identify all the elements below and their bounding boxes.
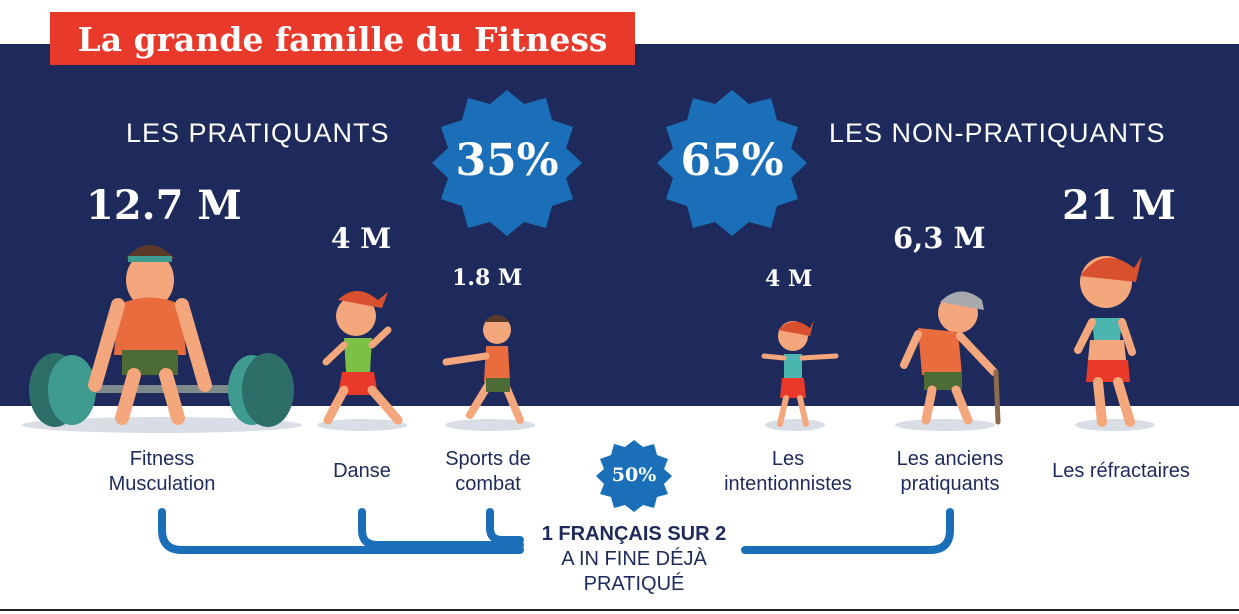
count-fitness: 12.7 M <box>86 182 242 229</box>
label-combat-line1: Sports de <box>445 448 531 470</box>
half-percent-badge: 50% <box>611 464 657 486</box>
label-intentionnistes-line1: Les <box>771 448 805 470</box>
bracket-lines <box>158 508 954 554</box>
count-danse: 4 M <box>331 222 392 255</box>
bottom-line-3: PRATIQUÉ <box>583 573 685 595</box>
label-refractaires: Les réfractaires <box>1036 459 1206 484</box>
dancer-figure <box>322 291 403 425</box>
title-background <box>50 12 635 65</box>
label-intentionnistes: Les intentionnistes <box>708 447 868 497</box>
weightlifter-figure <box>29 245 294 427</box>
badge-35-shape <box>432 90 582 236</box>
bottom-divider <box>0 609 1239 611</box>
count-combat: 1.8 M <box>452 265 523 291</box>
boxer-figure <box>442 315 524 424</box>
label-fitness-line1: Fitness <box>129 448 195 470</box>
reluctant-figure <box>1074 256 1142 427</box>
non-practitioners-heading: LES NON-PRATIQUANTS <box>829 118 1166 148</box>
label-combat: Sports de combat <box>428 447 548 497</box>
small-figure <box>761 320 839 427</box>
label-danse: Danse <box>312 459 412 484</box>
label-danse-line1: Danse <box>333 460 391 482</box>
label-intentionnistes-line2: intentionnistes <box>724 473 852 495</box>
count-anciens: 6,3 M <box>893 221 986 255</box>
badge-50-shape <box>596 440 672 512</box>
label-anciens: Les anciens pratiquants <box>880 447 1020 497</box>
floor-shadows <box>22 417 1155 433</box>
count-intentionnistes: 4 M <box>765 266 813 292</box>
non-practitioners-percent: 65% <box>680 135 784 186</box>
elderly-figure <box>900 291 1001 425</box>
label-anciens-line2: pratiquants <box>900 473 1000 495</box>
practitioners-heading: LES PRATIQUANTS <box>126 118 390 148</box>
badge-65-shape <box>657 90 807 236</box>
label-fitness: Fitness Musculation <box>82 447 242 497</box>
page-title: La grande famille du Fitness <box>77 20 608 59</box>
bottom-line-2: A IN FINE DÉJÀ <box>561 548 707 570</box>
practitioners-percent: 35% <box>455 135 559 186</box>
label-fitness-line2: Musculation <box>108 473 216 495</box>
label-refractaires-line1: Les réfractaires <box>1052 460 1190 482</box>
label-combat-line2: combat <box>455 473 521 495</box>
bottom-line-1: 1 FRANÇAIS SUR 2 <box>541 523 727 545</box>
label-anciens-line1: Les anciens <box>896 448 1004 470</box>
dark-banner <box>0 44 1239 406</box>
count-refractaires: 21 M <box>1062 182 1176 229</box>
